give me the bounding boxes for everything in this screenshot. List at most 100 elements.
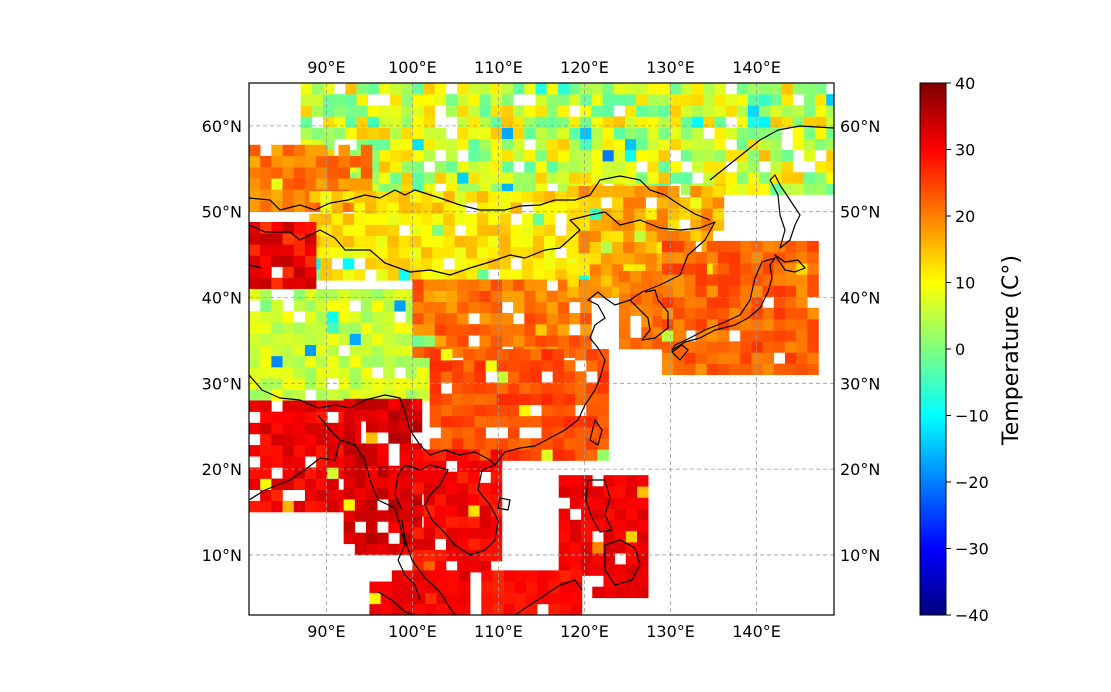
temperature-cell <box>507 393 520 406</box>
temperature-cell <box>592 486 604 498</box>
temperature-cell <box>249 288 261 301</box>
temperature-cell <box>591 83 603 95</box>
temperature-cell <box>762 352 775 364</box>
temperature-cell <box>557 312 570 325</box>
temperature-cell <box>304 300 317 312</box>
temperature-cell <box>714 83 726 95</box>
temperature-cell <box>457 290 469 303</box>
temperature-cell <box>625 530 638 543</box>
temperature-cell <box>679 197 691 209</box>
temperature-cell <box>343 421 356 433</box>
temperature-cell <box>580 324 592 336</box>
temperature-cell <box>532 269 545 281</box>
temperature-cell <box>740 330 752 342</box>
temperature-cell <box>501 172 514 184</box>
temperature-cell <box>412 505 424 517</box>
temperature-cell <box>271 167 283 179</box>
temperature-cell <box>412 172 424 184</box>
temperature-cell <box>592 542 604 554</box>
temperature-cell <box>446 183 458 195</box>
temperature-cell <box>759 149 771 162</box>
temperature-grid <box>249 83 834 615</box>
temperature-cell <box>405 311 418 323</box>
temperature-cell <box>271 311 283 323</box>
y-ticks-left: 60°N50°N40°N30°N20°N10°N <box>202 117 242 565</box>
temperature-cell <box>271 411 283 424</box>
temperature-cell <box>792 127 805 140</box>
temperature-cell <box>535 312 547 325</box>
temperature-cell <box>412 538 424 551</box>
temperature-cell <box>526 581 538 593</box>
temperature-cell <box>412 560 424 573</box>
temperature-cell <box>532 191 545 203</box>
temperature-cell <box>784 285 797 297</box>
temperature-cell <box>390 183 402 195</box>
temperature-cell <box>260 178 272 190</box>
temperature-cell <box>398 191 411 203</box>
temperature-cell <box>729 341 741 353</box>
temperature-cell <box>327 500 339 513</box>
temperature-cell <box>327 478 339 491</box>
temperature-cell <box>383 322 395 334</box>
temperature-cell <box>740 352 752 364</box>
temperature-cell <box>457 105 469 117</box>
temperature-cell <box>399 543 412 556</box>
temperature-cell <box>360 311 373 323</box>
china-north-border <box>249 211 606 276</box>
temperature-cell <box>684 341 696 353</box>
temperature-cell <box>476 213 489 225</box>
temperature-cell <box>479 116 492 128</box>
temperature-cell <box>751 252 763 264</box>
temperature-cell <box>414 570 426 582</box>
temperature-cell <box>414 581 426 593</box>
temperature-cell <box>322 105 335 117</box>
temperature-cell <box>260 367 272 379</box>
temperature-cell <box>581 475 593 487</box>
temperature-cell <box>399 409 412 422</box>
temperature-cell <box>360 144 373 157</box>
temperature-cell <box>567 286 579 298</box>
temperature-cell <box>457 138 469 151</box>
temperature-cell <box>391 603 404 615</box>
temperature-cell <box>613 138 626 151</box>
temperature-cell <box>580 127 592 140</box>
temperature-cell <box>399 510 412 522</box>
temperature-cell <box>353 224 366 237</box>
y-tick-label: 20°N <box>840 460 880 479</box>
temperature-cell <box>457 538 469 551</box>
temperature-cell <box>421 246 433 259</box>
temperature-cell <box>271 500 283 513</box>
temperature-cell <box>519 415 531 428</box>
temperature-cell <box>434 161 447 173</box>
temperature-cell <box>703 161 715 173</box>
temperature-cell <box>784 240 797 253</box>
temperature-cell <box>747 105 760 117</box>
temperature-cell <box>434 516 447 528</box>
temperature-cell <box>443 213 455 225</box>
temperature-cell <box>729 274 741 286</box>
temperature-cell <box>661 330 674 342</box>
temperature-cell <box>532 258 545 270</box>
temperature-cell <box>387 202 399 214</box>
temperature-cell <box>614 530 627 543</box>
temperature-cell <box>481 603 493 615</box>
temperature-cell <box>603 586 615 599</box>
temperature-cell <box>613 83 626 84</box>
temperature-cell <box>530 449 542 461</box>
temperature-cell <box>282 445 295 457</box>
temperature-cell <box>792 183 805 195</box>
temperature-cell <box>581 542 593 554</box>
temperature-cell <box>271 489 283 502</box>
temperature-cell <box>496 393 509 406</box>
temperature-cell <box>612 275 624 287</box>
temperature-cell <box>409 246 422 259</box>
temperature-cell <box>669 161 682 173</box>
temperature-cell <box>260 422 272 435</box>
temperature-cell <box>736 161 749 173</box>
temperature-cell <box>532 213 545 225</box>
temperature-cell <box>706 285 719 297</box>
temperature-cell <box>249 355 261 368</box>
temperature-cell <box>457 312 469 325</box>
temperature-cell <box>524 127 536 140</box>
temperature-cell <box>712 185 725 198</box>
